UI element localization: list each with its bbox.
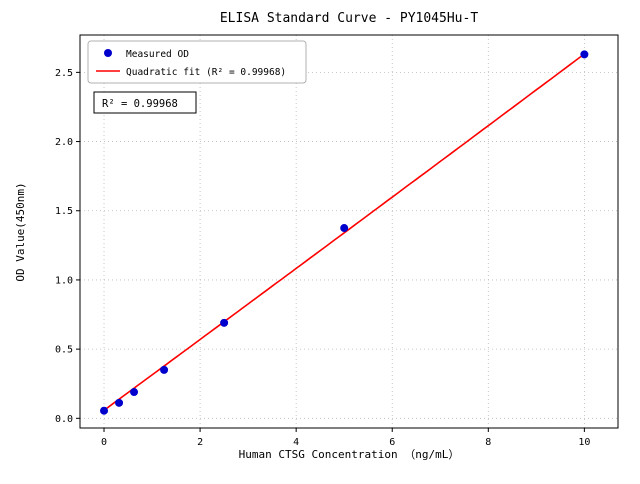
x-tick-label: 2 [197, 437, 203, 448]
data-point [115, 398, 124, 407]
legend-scatter-marker-icon [104, 49, 112, 57]
quadratic-fit-line [103, 53, 585, 411]
data-point [580, 50, 589, 59]
r-squared-annotation-text: R² = 0.99968 [102, 98, 178, 110]
legend-label-quadratic-fit: Quadratic fit (R² = 0.99968) [126, 67, 286, 78]
r-squared-annotation-box [93, 91, 197, 114]
data-point [130, 388, 139, 397]
data-point [340, 224, 349, 233]
plot-border [79, 34, 619, 429]
y-tick-label: 0.0 [55, 414, 73, 425]
y-axis-label: OD Value(450nm) [14, 182, 27, 281]
x-axis-label: Human CTSG Concentration （ng/mL） [239, 448, 460, 461]
y-tick-label: 1.5 [55, 206, 73, 217]
legend-label-measured-od: Measured OD [126, 49, 189, 60]
y-tick-label: 1.0 [55, 275, 73, 286]
x-tick-label: 10 [578, 437, 590, 448]
y-tick-label: 2.0 [55, 137, 73, 148]
x-tick-label: 0 [101, 437, 107, 448]
y-tick-label: 2.5 [55, 68, 73, 79]
y-tick-label: 0.5 [55, 345, 73, 356]
data-point [160, 365, 169, 374]
plot-area: 0 2 4 6 8 10 0.0 0.5 1.0 1.5 2.0 2.5 Measured OD Quad… [55, 34, 619, 448]
x-tick-label: 6 [389, 437, 395, 448]
x-tick-label: 4 [293, 437, 299, 448]
legend [87, 40, 307, 84]
data-point [100, 406, 109, 415]
x-tick-label: 8 [485, 437, 491, 448]
plot-title: ELISA Standard Curve - PY1045Hu-T [220, 11, 478, 26]
data-point [220, 318, 229, 327]
